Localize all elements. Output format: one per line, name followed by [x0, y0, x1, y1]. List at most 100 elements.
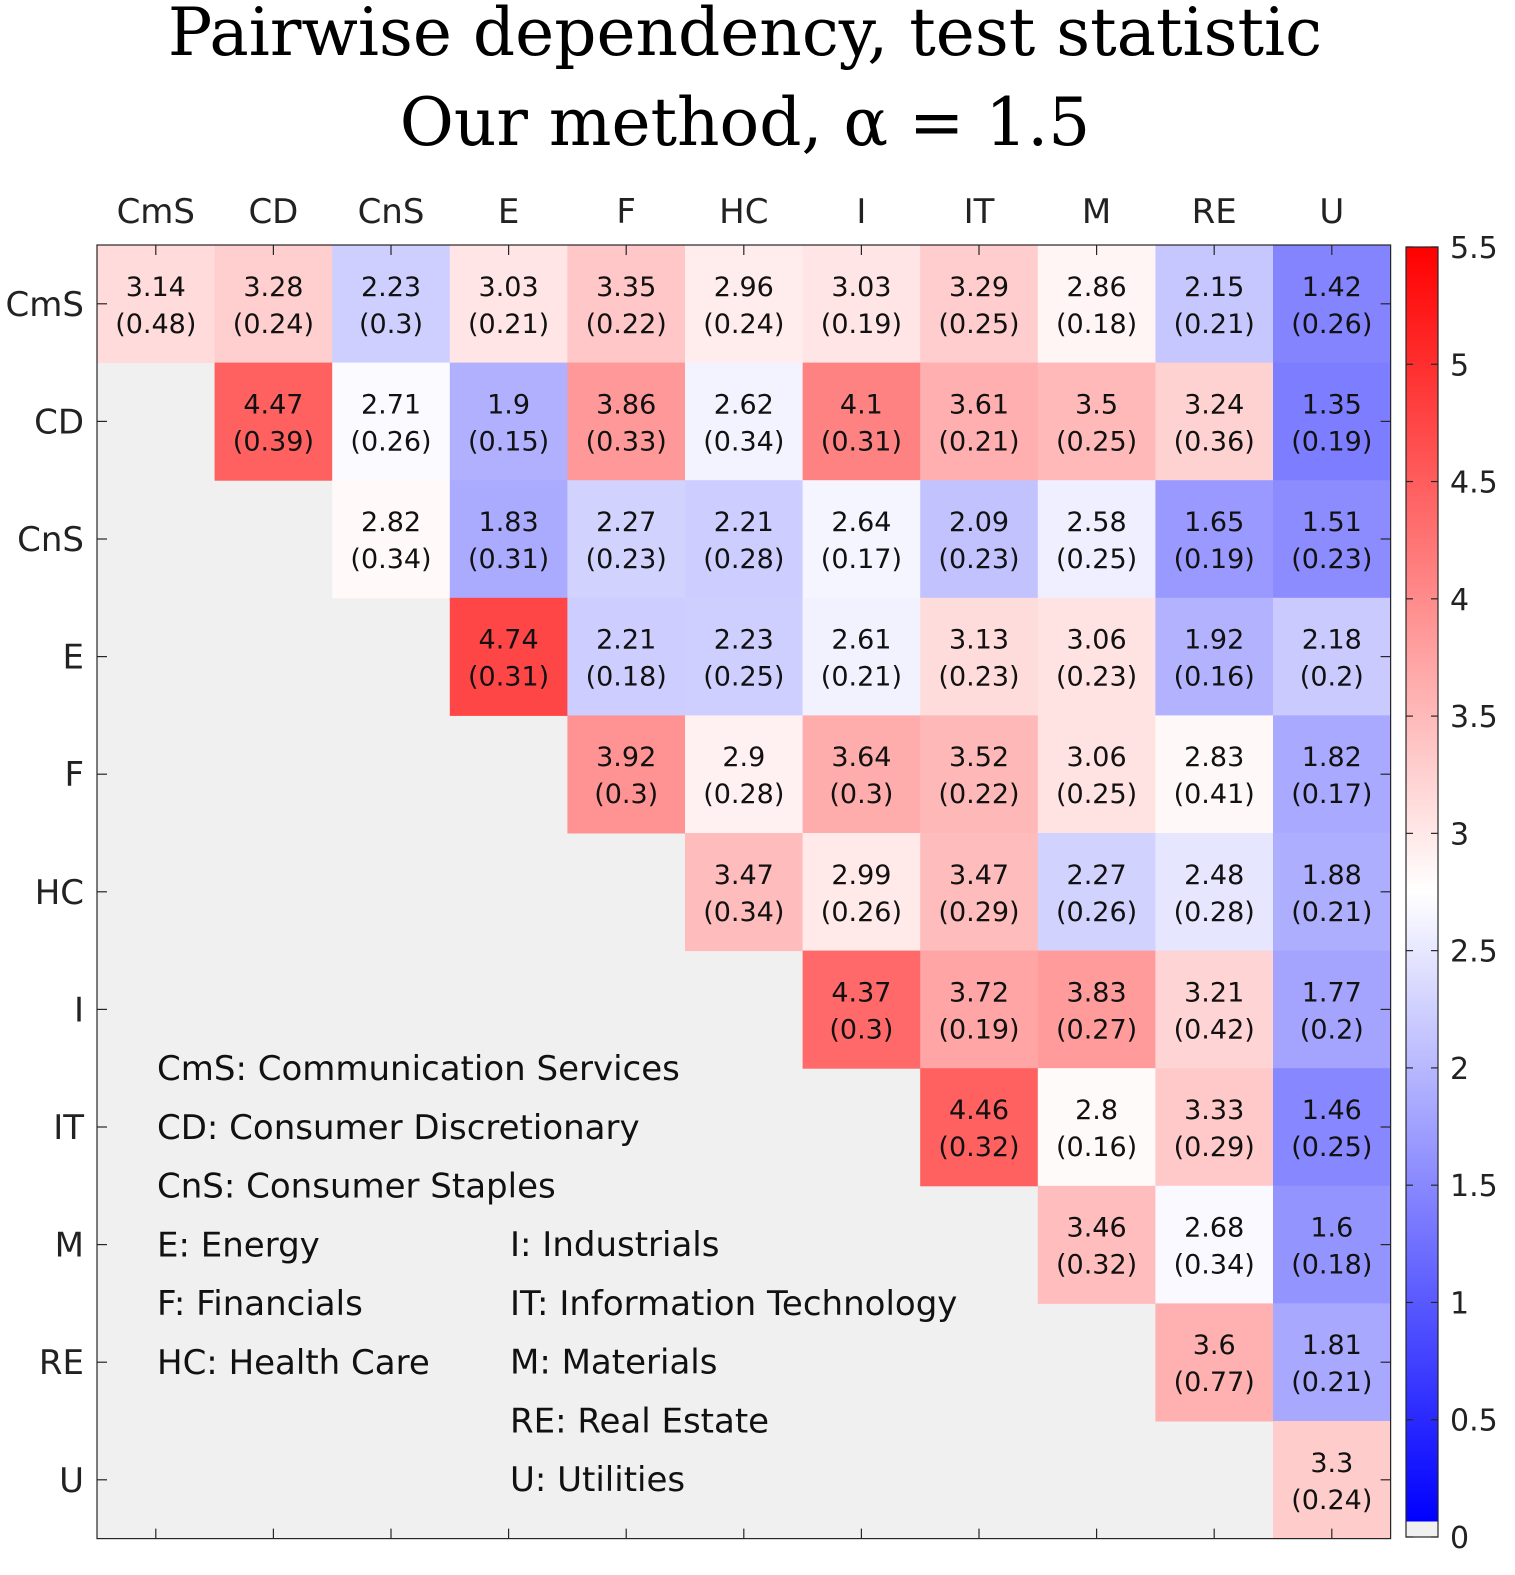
- colorbar-tick-label: 2: [1450, 1052, 1469, 1087]
- cell-value-label: 3.64: [831, 742, 891, 773]
- cell-error-label: (0.28): [703, 544, 784, 575]
- cell-value-label: 2.21: [714, 507, 774, 538]
- heatmap-cell: [1273, 597, 1392, 716]
- heatmap-cell: [802, 362, 921, 481]
- heatmap-plot-area: 3.14 (0.48) 3.28 (0.24) 2.23 (0.3) 3.03 (0.21) 3…: [6, 192, 1392, 1540]
- x-tick-label: I: [856, 192, 866, 232]
- heatmap-cell: [332, 362, 451, 481]
- cell-error-label: (0.23): [938, 662, 1019, 693]
- chart-subtitle: Our method, α = 1.5: [400, 84, 1091, 161]
- cell-error-label: (0.25): [1056, 779, 1137, 810]
- cell-error-label: (0.33): [586, 426, 667, 457]
- colorbar-tick-label: 5.5: [1450, 231, 1498, 266]
- heatmap-cell: [449, 480, 568, 599]
- cell-value-label: 3.46: [1067, 1213, 1127, 1244]
- heatmap-cell: [1273, 1303, 1392, 1422]
- heatmap-cell: [97, 245, 216, 364]
- colorbar-tick-label: 1: [1450, 1286, 1469, 1321]
- cell-value-label: 3.72: [949, 977, 1009, 1008]
- cell-error-label: (0.27): [1056, 1014, 1137, 1045]
- cell-value-label: 1.92: [1184, 625, 1244, 656]
- heatmap-cell: [1037, 833, 1156, 952]
- cell-error-label: (0.3): [829, 1014, 893, 1045]
- cell-value-label: 4.1: [840, 389, 883, 420]
- x-tick-label: HC: [719, 192, 768, 232]
- heatmap-cell: [920, 362, 1039, 481]
- cell-error-label: (0.25): [1056, 544, 1137, 575]
- chart-title: Pairwise dependency, test statistic: [168, 0, 1322, 71]
- cell-value-label: 2.96: [714, 272, 774, 303]
- cell-value-label: 2.83: [1184, 742, 1244, 773]
- cell-error-label: (0.32): [938, 1132, 1019, 1163]
- cell-value-label: 1.88: [1302, 860, 1362, 891]
- cell-error-label: (0.29): [1174, 1132, 1255, 1163]
- cell-value-label: 2.09: [949, 507, 1009, 538]
- cell-value-label: 3.28: [243, 272, 303, 303]
- heatmap-cell: [567, 715, 686, 834]
- cell-value-label: 2.27: [596, 507, 656, 538]
- cell-error-label: (0.39): [233, 426, 314, 457]
- cell-error-label: (0.3): [829, 779, 893, 810]
- legend-entry: M: Materials: [510, 1343, 717, 1383]
- cell-value-label: 1.42: [1302, 272, 1362, 303]
- heatmap-cell: [1273, 245, 1392, 364]
- heatmap-cell: [920, 480, 1039, 599]
- heatmap-cell: [802, 245, 921, 364]
- y-tick-label: M: [55, 1226, 84, 1266]
- cell-error-label: (0.77): [1174, 1367, 1255, 1398]
- colorbar-tick-label: 3: [1450, 817, 1469, 852]
- cell-error-label: (0.3): [594, 779, 658, 810]
- cell-error-label: (0.34): [703, 897, 784, 928]
- cell-value-label: 1.51: [1302, 507, 1362, 538]
- heatmap-cell: [802, 597, 921, 716]
- cell-error-label: (0.21): [1291, 897, 1372, 928]
- heatmap-cell: [332, 245, 451, 364]
- cell-value-label: 2.82: [361, 507, 421, 538]
- cell-value-label: 2.86: [1067, 272, 1127, 303]
- cell-value-label: 1.9: [487, 389, 530, 420]
- cell-value-label: 3.61: [949, 389, 1009, 420]
- y-tick-label: RE: [39, 1343, 84, 1383]
- cell-error-label: (0.48): [115, 309, 196, 340]
- cell-error-label: (0.36): [1174, 426, 1255, 457]
- cell-value-label: 2.27: [1067, 860, 1127, 891]
- cell-error-label: (0.41): [1174, 779, 1255, 810]
- heatmap-cell: [1037, 480, 1156, 599]
- heatmap-cell: [1155, 950, 1274, 1069]
- colorbar-tick-label: 4.5: [1450, 466, 1498, 501]
- cell-value-label: 2.71: [361, 389, 421, 420]
- cell-value-label: 1.6: [1310, 1213, 1353, 1244]
- colorbar-tick-label: 0.5: [1450, 1404, 1498, 1439]
- legend-entry: CmS: Communication Services: [157, 1049, 680, 1089]
- cell-value-label: 2.48: [1184, 860, 1244, 891]
- heatmap-cell: [1155, 362, 1274, 481]
- cell-error-label: (0.2): [1300, 1014, 1364, 1045]
- cell-value-label: 2.8: [1075, 1095, 1118, 1126]
- cell-error-label: (0.3): [359, 309, 423, 340]
- heatmap-cell: [920, 950, 1039, 1069]
- x-tick-label: M: [1082, 192, 1111, 232]
- cell-value-label: 2.23: [714, 625, 774, 656]
- heatmap-cell: [332, 480, 451, 599]
- heatmap-cell: [214, 362, 333, 481]
- legend-entry: HC: Health Care: [157, 1343, 430, 1383]
- cell-value-label: 4.37: [831, 977, 891, 1008]
- heatmap-cell: [1273, 950, 1392, 1069]
- cell-error-label: (0.16): [1056, 1132, 1137, 1163]
- cell-value-label: 3.86: [596, 389, 656, 420]
- cell-value-label: 2.21: [596, 625, 656, 656]
- cell-error-label: (0.28): [703, 779, 784, 810]
- heatmap-cell: [920, 1068, 1039, 1187]
- heatmap-cell: [685, 833, 804, 952]
- heatmap-cell: [1273, 480, 1392, 599]
- cell-value-label: 1.83: [479, 507, 539, 538]
- cell-value-label: 3.83: [1067, 977, 1127, 1008]
- cell-error-label: (0.21): [1291, 1367, 1372, 1398]
- heatmap-cell: [1273, 1185, 1392, 1304]
- cell-error-label: (0.25): [703, 662, 784, 693]
- cell-value-label: 3.06: [1067, 625, 1127, 656]
- cell-value-label: 3.3: [1310, 1448, 1353, 1479]
- cell-value-label: 3.52: [949, 742, 1009, 773]
- heatmap-cell: [567, 362, 686, 481]
- legend-entry: CnS: Consumer Staples: [157, 1167, 556, 1207]
